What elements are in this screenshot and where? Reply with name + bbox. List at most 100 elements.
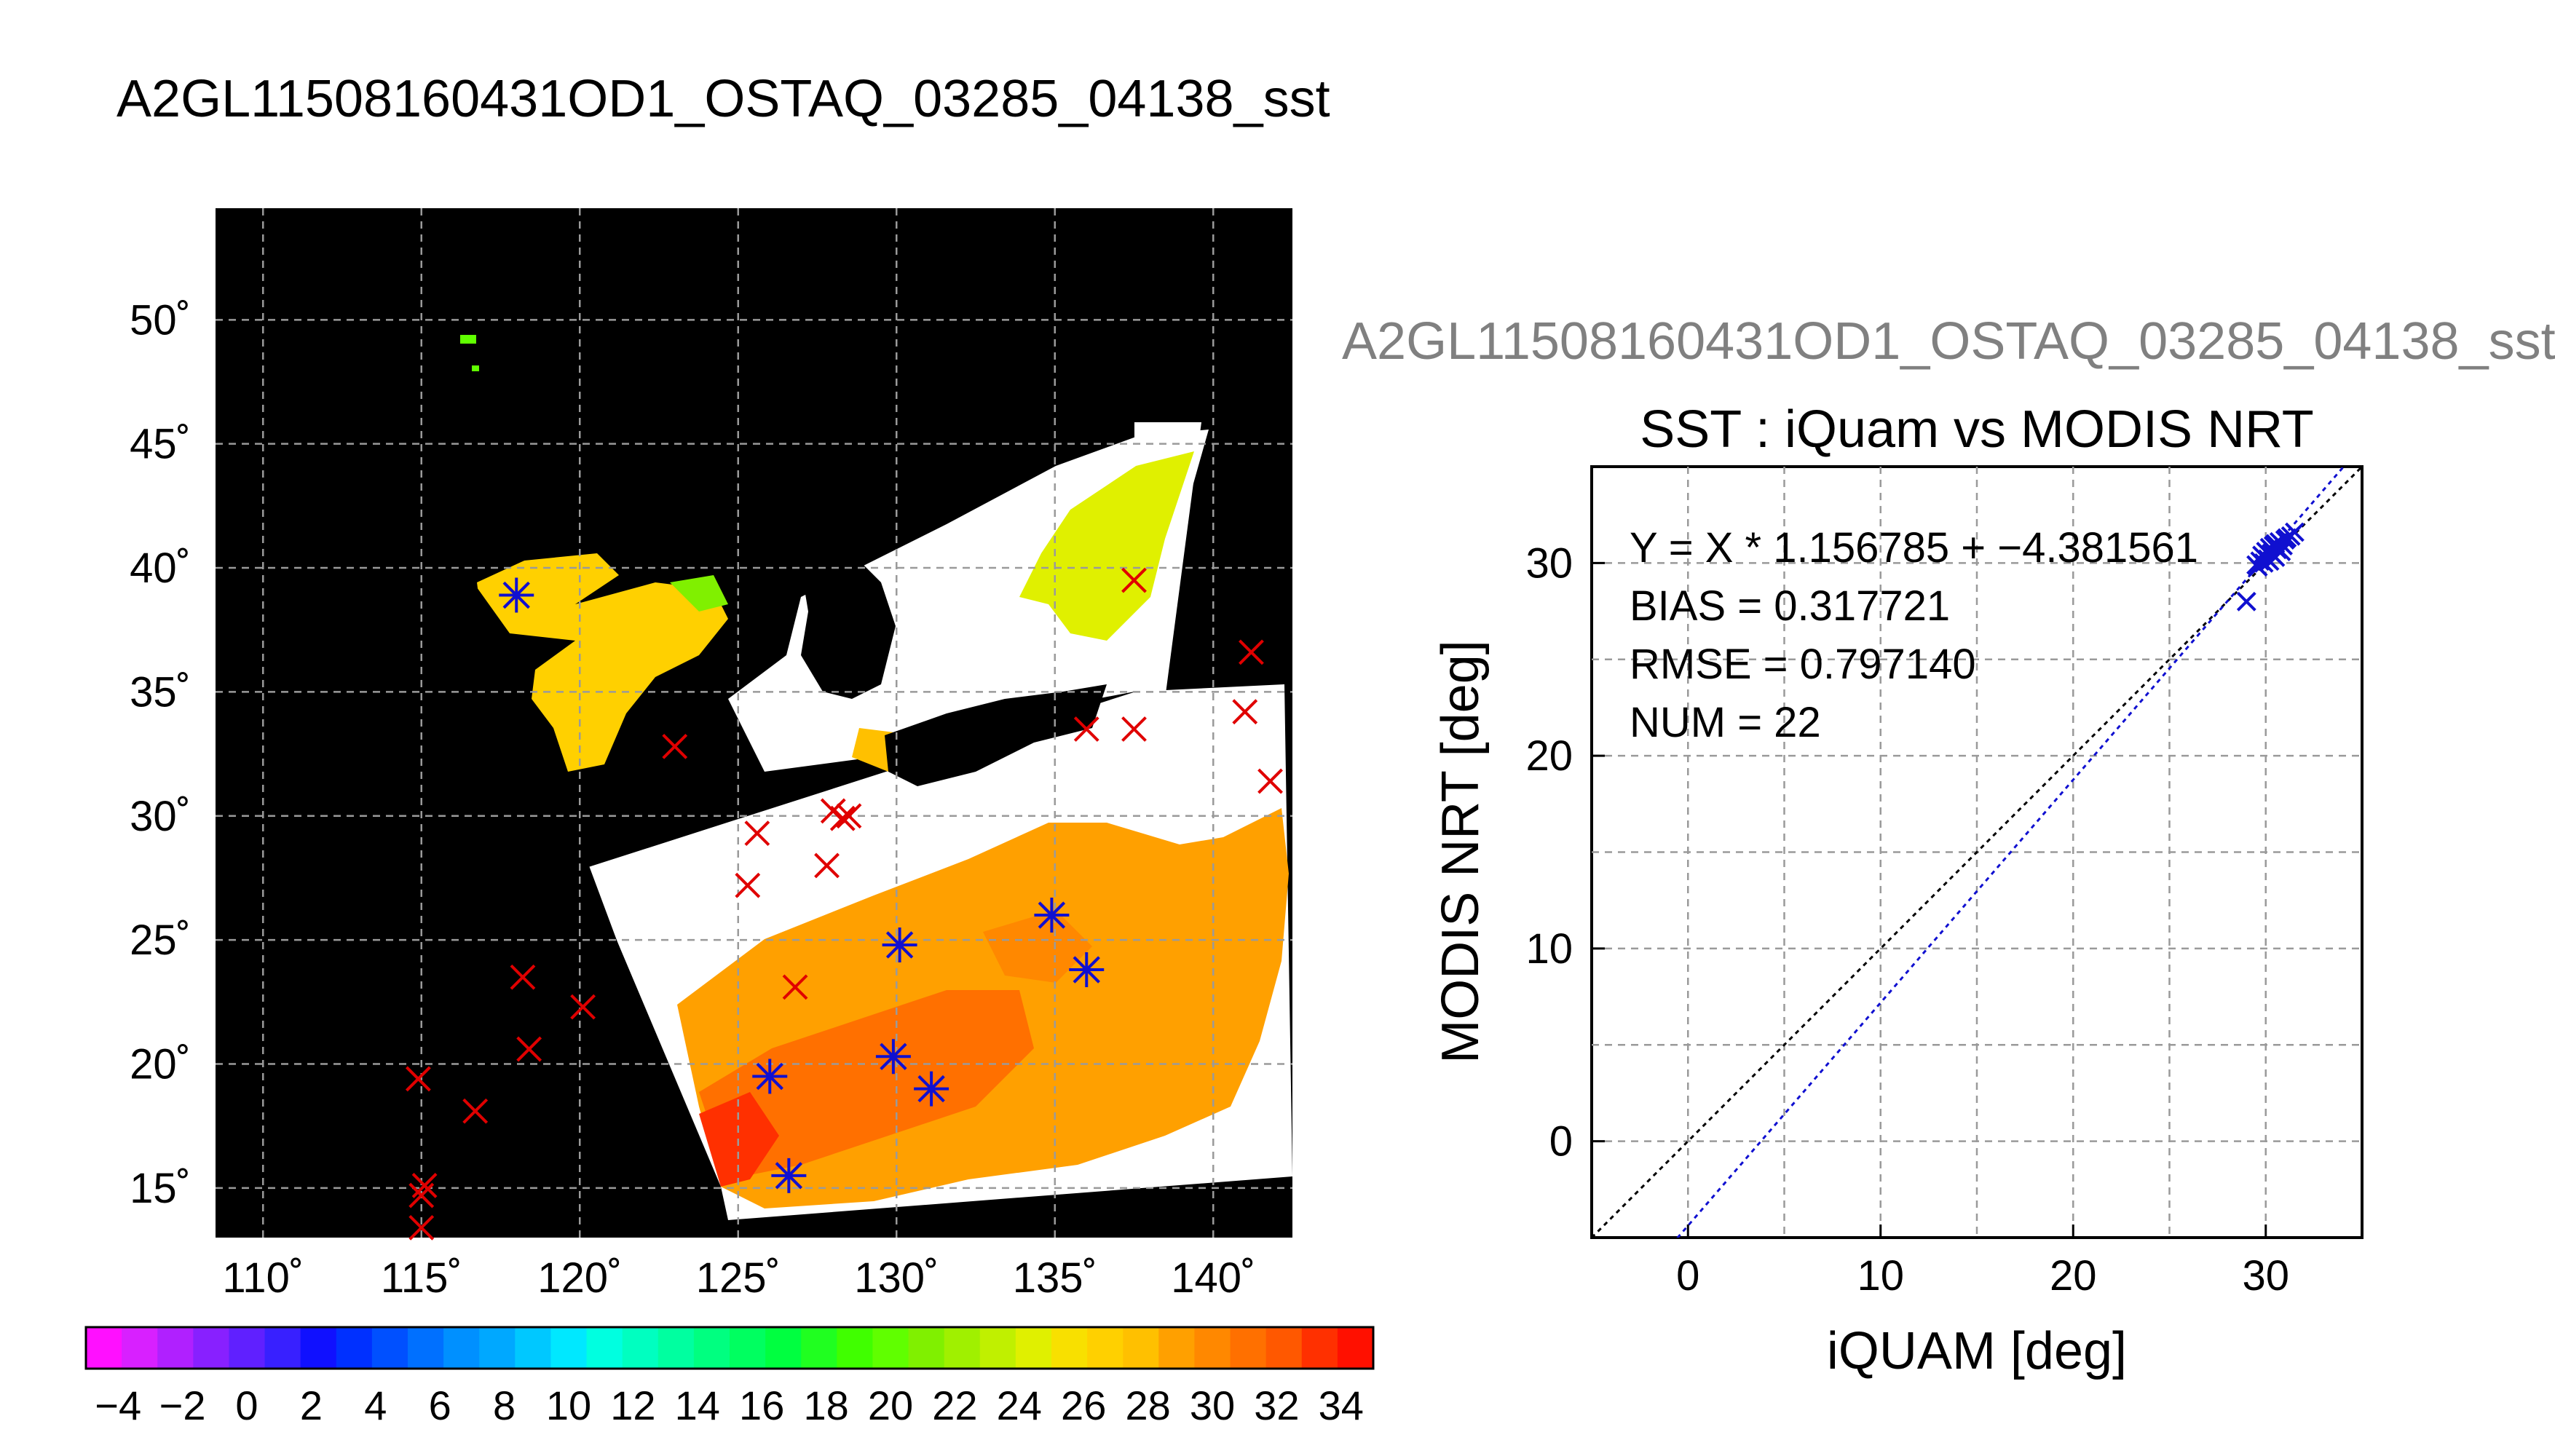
colorbar-tick-label: 26 bbox=[1061, 1382, 1106, 1428]
colorbar-segment bbox=[264, 1327, 301, 1369]
iquam-marker bbox=[744, 820, 770, 847]
colorbar-segment bbox=[229, 1327, 266, 1369]
map-grid bbox=[216, 208, 1292, 1238]
colorbar-tick-label: 20 bbox=[868, 1382, 913, 1428]
iquam-marker bbox=[1239, 639, 1264, 665]
colorbar-segment bbox=[730, 1327, 766, 1369]
colorbar-segment bbox=[1123, 1327, 1159, 1369]
colorbar-segment bbox=[193, 1327, 230, 1369]
valid-match-marker bbox=[771, 1158, 807, 1193]
colorbar-segment bbox=[1087, 1327, 1124, 1369]
iquam-marker bbox=[570, 994, 596, 1020]
scatter-x-label: iQUAM [deg] bbox=[1827, 1322, 2127, 1380]
colorbar-segment bbox=[944, 1327, 981, 1369]
valid-match-marker bbox=[499, 577, 534, 613]
colorbar-tick-label: 2 bbox=[300, 1382, 323, 1428]
colorbar-tick-label: 18 bbox=[803, 1382, 848, 1428]
colorbar-segment bbox=[300, 1327, 337, 1369]
iquam-marker bbox=[462, 1098, 489, 1124]
scatter-point bbox=[2236, 591, 2256, 612]
scatter-y-tick-label: 0 bbox=[1549, 1118, 1573, 1166]
colorbar-segment bbox=[622, 1327, 659, 1369]
scatter-x-tick-label: 30 bbox=[2242, 1252, 2289, 1299]
colorbar-segment bbox=[979, 1327, 1016, 1369]
colorbar-segment bbox=[1158, 1327, 1196, 1369]
colorbar-tick-label: 24 bbox=[997, 1382, 1042, 1428]
colorbar-segment bbox=[550, 1327, 588, 1369]
map-lat-tick-label: 15˚ bbox=[130, 1165, 191, 1212]
colorbar-segment bbox=[837, 1327, 874, 1369]
land-china-coast bbox=[216, 208, 816, 1238]
scatter-stat-line: BIAS = 0.317721 bbox=[1630, 582, 1950, 630]
valid-match-marker bbox=[752, 1059, 788, 1094]
map-lat-tick-label: 30˚ bbox=[130, 793, 191, 840]
colorbar-tick-label: −2 bbox=[159, 1382, 206, 1428]
colorbar-tick-label: 28 bbox=[1125, 1382, 1170, 1428]
iquam-marker bbox=[1073, 716, 1099, 742]
valid-match-marker bbox=[1034, 898, 1070, 933]
colorbar-tick-label: 14 bbox=[675, 1382, 720, 1428]
colorbar-tick-label: 30 bbox=[1190, 1382, 1235, 1428]
iquam-marker bbox=[1257, 768, 1283, 794]
map-lon-tick-label: 130˚ bbox=[854, 1254, 939, 1302]
colorbar-segment bbox=[1301, 1327, 1338, 1369]
map-lat-ticks: 15˚ 20˚ 25˚ 30˚ 35˚ 40˚ 45˚ 50˚ bbox=[130, 296, 191, 1212]
iquam-marker bbox=[408, 1182, 435, 1208]
colorbar-segment bbox=[157, 1327, 194, 1369]
map-lon-tick-label: 110˚ bbox=[222, 1254, 304, 1302]
scatter-grid bbox=[1592, 467, 2362, 1238]
iquam-marker bbox=[510, 964, 536, 990]
iquam-marker bbox=[1121, 567, 1147, 593]
colorbar bbox=[84, 1326, 1375, 1370]
scatter-y-tick-label: 20 bbox=[1525, 732, 1573, 780]
sst-north-spot bbox=[472, 365, 479, 371]
scatter-x-ticks: 0 10 20 30 bbox=[1676, 1224, 2289, 1299]
iquam-marker bbox=[829, 805, 856, 831]
iquam-marker bbox=[516, 1036, 542, 1062]
sst-warm-patch bbox=[983, 910, 1092, 983]
colorbar-segment bbox=[479, 1327, 516, 1369]
land-korea bbox=[801, 553, 896, 699]
colorbar-tick-label: 34 bbox=[1319, 1382, 1364, 1428]
scatter-x-tick-label: 20 bbox=[2050, 1252, 2097, 1299]
colorbar-segment bbox=[1265, 1327, 1303, 1369]
colorbar-segment bbox=[586, 1327, 623, 1369]
scatter-point bbox=[2259, 551, 2280, 571]
map-lat-tick-label: 35˚ bbox=[130, 668, 191, 716]
map-lon-tick-label: 140˚ bbox=[1171, 1254, 1255, 1302]
page-title: A2GL11508160431OD1_OSTAQ_03285_04138_sst bbox=[117, 70, 1330, 128]
map-lat-tick-label: 20˚ bbox=[130, 1040, 191, 1088]
colorbar-segment bbox=[1015, 1327, 1052, 1369]
scatter-y-tick-label: 30 bbox=[1525, 539, 1573, 587]
scatter-point bbox=[2248, 557, 2268, 577]
colorbar-segment bbox=[1051, 1327, 1088, 1369]
scatter-title: A2GL11508160431OD1_OSTAQ_03285_04138_sst bbox=[1342, 312, 2555, 371]
colorbar-segment bbox=[122, 1327, 158, 1369]
iquam-marker bbox=[1232, 699, 1258, 725]
map-lon-tick-label: 115˚ bbox=[381, 1254, 462, 1302]
sst-green-patch bbox=[670, 575, 728, 612]
scatter-x-tick-label: 10 bbox=[1857, 1252, 1904, 1299]
colorbar-segment bbox=[515, 1327, 552, 1369]
colorbar-segment bbox=[908, 1327, 945, 1369]
map-lat-tick-label: 40˚ bbox=[130, 545, 191, 592]
scatter-stat-line: RMSE = 0.797140 bbox=[1630, 641, 1976, 688]
land-japan bbox=[885, 684, 1107, 786]
fit-line bbox=[1676, 467, 2345, 1238]
colorbar-segment bbox=[443, 1327, 480, 1369]
iquam-marker bbox=[735, 872, 761, 898]
colorbar-tick-label: 12 bbox=[610, 1382, 655, 1428]
sst-yellow-sea bbox=[477, 553, 728, 772]
iquam-marker bbox=[836, 803, 862, 829]
scatter-stats: Y = X * 1.156785 + −4.381561 BIAS = 0.317… bbox=[1630, 524, 2198, 746]
valid-match-marker bbox=[1069, 952, 1105, 988]
colorbar-tick-label: 8 bbox=[493, 1382, 516, 1428]
colorbar-tick-label: 4 bbox=[364, 1382, 387, 1428]
scatter-stat-line: Y = X * 1.156785 + −4.381561 bbox=[1630, 524, 2198, 571]
scatter-y-label: MODIS NRT [deg] bbox=[1431, 640, 1490, 1064]
map-lat-tick-label: 50˚ bbox=[130, 296, 191, 344]
colorbar-tick-label: 0 bbox=[235, 1382, 258, 1428]
sst-japan-sea bbox=[1019, 451, 1194, 641]
scatter-stat-line: NUM = 22 bbox=[1630, 699, 1821, 746]
